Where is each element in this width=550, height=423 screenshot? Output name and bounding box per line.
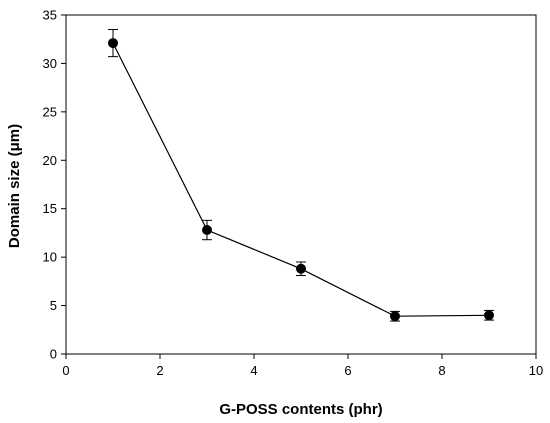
data-point: [296, 263, 306, 274]
y-tick-label: 20: [43, 153, 57, 168]
x-axis-label: G-POSS contents (phr): [219, 401, 382, 418]
x-tick-label: 10: [529, 363, 543, 378]
data-point: [484, 310, 494, 321]
x-tick-label: 6: [344, 363, 351, 378]
y-tick-label: 5: [50, 298, 57, 313]
y-tick-label: 30: [43, 56, 57, 71]
plot-frame: [65, 14, 537, 355]
data-point: [202, 225, 212, 236]
data-point: [390, 311, 400, 322]
y-axis-label: Domain size (μm): [6, 124, 23, 248]
x-tick-label: 0: [62, 363, 69, 378]
x-tick-label: 8: [438, 363, 445, 378]
y-tick-label: 35: [43, 8, 57, 23]
plot-area: 0 2 4 6 8 10 0 5 10 15 20 25 30 35: [43, 8, 544, 379]
data-point: [108, 38, 118, 49]
x-tick-label: 4: [250, 363, 257, 378]
y-tick-label: 10: [43, 250, 57, 265]
y-tick-label: 15: [43, 201, 57, 216]
y-tick-label: 25: [43, 104, 57, 119]
x-tick-label: 2: [156, 363, 163, 378]
y-tick-label: 0: [50, 347, 57, 362]
